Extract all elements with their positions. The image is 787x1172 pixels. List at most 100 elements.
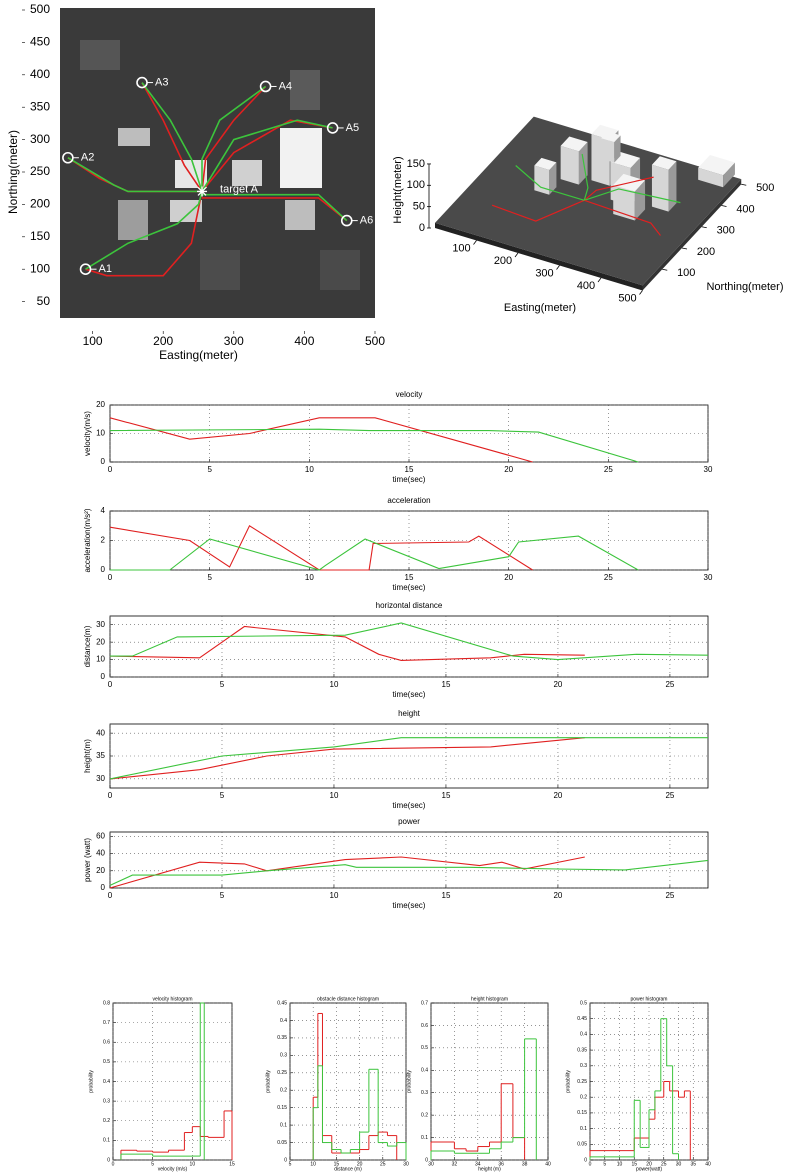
y-tick-label: 0 [284,1157,287,1163]
y-axis-label: velocity(m/s) [83,411,92,456]
agent-label: A3 [155,76,168,88]
x-tick-label: 5 [220,791,225,800]
series-line [110,738,585,779]
y-tick-label: 0.1 [103,1138,110,1144]
y-tick-label: 20 [96,866,105,875]
x-tick-label: 30 [704,465,713,474]
y-tick-label: 0.15 [277,1105,287,1111]
x-tick-label: 30 [403,1161,409,1167]
y-tick-label: 0 [101,565,106,574]
plot-frame [290,1003,406,1160]
x-tick-label: 100 [83,334,103,348]
x-tick-label: 20 [553,791,562,800]
y-axis-label: probability [88,1070,94,1093]
x-axis-label: Easting(meter) [504,302,576,314]
y-tick-label: 4 [101,506,106,515]
y-tick-label: 30 [96,774,105,783]
x-tick-label: 200 [153,334,173,348]
x-tick-label: 0 [108,465,113,474]
y-tick-label: 0.4 [580,1032,587,1038]
x-tick-label: 25 [604,465,613,474]
y-tick-label: 0.4 [280,1018,287,1024]
y-tick-label: 0.4 [421,1068,428,1074]
y-axis-label: probability [406,1070,412,1093]
x-tick [640,291,643,295]
agent-label: A6 [360,215,373,227]
y-tick-label: 0.7 [421,1000,428,1006]
terrain-face [669,161,677,211]
x-tick-label: 10 [190,1161,196,1167]
x-tick-label: 0 [108,791,113,800]
terrain-face [534,165,549,194]
x-tick-label: 200 [494,255,512,267]
x-tick-label: 400 [577,280,595,292]
x-tick-label: 10 [617,1161,623,1167]
x-tick-label: 15 [442,680,451,689]
y-tick-label: 0.1 [421,1135,428,1141]
terrain-face [652,165,669,212]
x-axis-label: power(watt) [636,1166,662,1172]
x-tick-label: 25 [665,891,674,900]
y-tick-label: 500 [30,2,50,16]
x-tick-label: 15 [229,1161,235,1167]
x-tick-label: 10 [330,891,339,900]
x-axis-label: time(sec) [393,475,426,484]
x-tick-label: 40 [545,1161,551,1167]
y-tick-label: 0.05 [577,1142,587,1148]
y-axis-label: Northing(meter) [706,281,783,293]
y-tick-label: 0.25 [577,1079,587,1085]
x-tick-label: 35 [690,1161,696,1167]
x-tick-label: 30 [704,573,713,582]
y-tick-label: 0 [101,672,106,681]
series-line [110,860,708,885]
y-tick-label: 0.15 [577,1110,587,1116]
x-tick-label: 20 [504,573,513,582]
y-tick-label: 300 [717,225,735,237]
x-tick-label: 5 [220,891,225,900]
chart-title: height histogram [471,996,508,1002]
series-line [110,857,585,888]
x-tick-label: 0 [108,891,113,900]
series-line [110,623,708,660]
plot-frame [110,832,708,888]
figure: 1002003004005005010015020025030035040045… [0,0,787,1172]
y-tick-label: 0.45 [577,1016,587,1022]
y-tick-label: 0.35 [277,1035,287,1041]
x-tick-label: 10 [330,680,339,689]
y-tick-label: 0.6 [421,1023,428,1029]
x-tick-label: 300 [224,334,244,348]
y-tick-label: 0.45 [277,1000,287,1006]
x-tick-label: 25 [380,1161,386,1167]
x-tick-label: 0 [589,1161,592,1167]
x-tick-label: 500 [618,292,636,304]
y-axis-label: distance(m) [83,625,92,667]
x-tick-label: 5 [207,573,212,582]
x-tick-label: 20 [553,891,562,900]
x-tick-label: 30 [676,1161,682,1167]
chart-title: power [398,817,420,826]
series-line [110,738,708,779]
y-tick-label: 20 [96,400,105,409]
y-tick-label: 0 [101,457,106,466]
y-tick-label: 0 [101,883,106,892]
x-tick [515,253,518,257]
y-tick-label: 100 [30,261,50,275]
z-tick-label: 150 [407,158,425,170]
x-tick-label: 400 [294,334,314,348]
y-tick [682,248,687,249]
y-axis-label: probability [265,1070,271,1093]
x-axis-label: distance (m) [334,1166,362,1172]
y-tick-label: 40 [96,849,105,858]
y-tick-label: 0.3 [580,1063,587,1069]
x-axis-label: height (m) [478,1166,501,1172]
x-tick-label: 25 [604,573,613,582]
y-tick-label: 0.4 [103,1079,110,1085]
y-tick-label: 20 [96,637,105,646]
y-tick-label: 0.3 [280,1053,287,1059]
x-tick-label: 10 [305,465,314,474]
y-tick-label: 10 [96,429,105,438]
x-axis-label: time(sec) [393,901,426,910]
y-axis-label: power (watt) [83,838,92,882]
y-tick-label: 60 [96,831,105,840]
y-tick-label: 40 [96,728,105,737]
